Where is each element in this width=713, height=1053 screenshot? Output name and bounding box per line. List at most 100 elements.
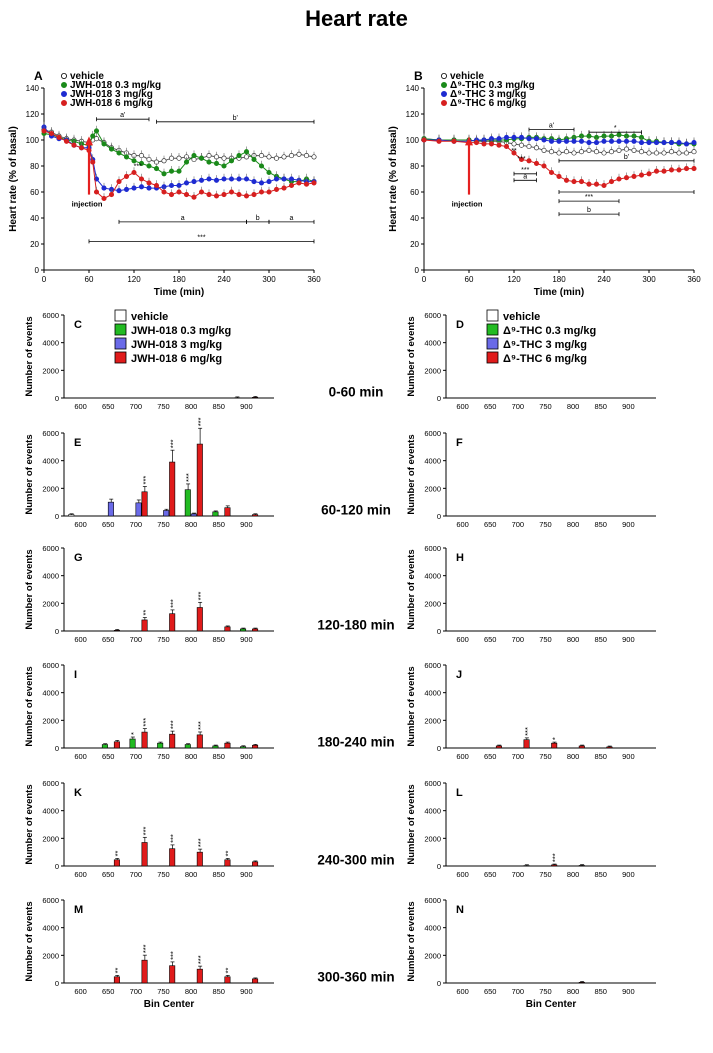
data-point	[623, 146, 630, 152]
x-tick-label: 800	[567, 987, 580, 996]
x-tick-label: 850	[594, 870, 607, 879]
data-point	[191, 179, 197, 185]
y-tick-label: 4000	[42, 924, 59, 933]
significance-label: ***	[196, 838, 205, 847]
bar	[196, 607, 203, 632]
x-tick-label: 700	[130, 752, 143, 761]
data-point	[661, 168, 667, 174]
bracket-label: ***	[521, 167, 529, 174]
data-point	[518, 142, 525, 148]
panel-letter: E	[74, 437, 81, 449]
x-tick-label: 700	[512, 987, 525, 996]
y-tick-label: 4000	[42, 807, 59, 816]
legend-label: JWH-018 0.3 mg/kg	[70, 80, 161, 91]
bar	[212, 745, 219, 749]
panel-letter: F	[456, 437, 463, 449]
bar	[157, 742, 164, 749]
x-tick-label: 600	[74, 752, 87, 761]
x-tick-label: 650	[484, 635, 497, 644]
data-point	[146, 185, 152, 191]
x-tick-label: 180	[552, 275, 566, 284]
significance-label: **	[141, 610, 150, 616]
bar	[252, 978, 259, 984]
y-tick-label: 140	[26, 84, 40, 93]
line-panel-A: 0 20 40 60 80 100 120 140 0 60 120 180 240 300 360 Time…	[8, 69, 321, 298]
bracket-label: *	[614, 125, 617, 132]
data-point	[541, 163, 547, 169]
data-point	[511, 150, 517, 156]
x-tick-label: 900	[240, 987, 253, 996]
data-point	[668, 140, 675, 146]
legend-swatch	[114, 309, 127, 322]
data-point	[161, 158, 167, 164]
panel-letter: A	[34, 69, 43, 83]
data-point	[116, 188, 122, 194]
data-point	[138, 153, 145, 159]
data-point	[683, 141, 690, 147]
data-point	[41, 128, 47, 134]
x-axis-title: Time (min)	[534, 287, 584, 298]
x-tick-label: 850	[212, 635, 225, 644]
data-point	[548, 169, 555, 176]
x-tick-label: 700	[130, 635, 143, 644]
legend-label: JWH-018 6 mg/kg	[70, 98, 153, 109]
x-tick-label: 650	[484, 520, 497, 529]
significance-label: ***	[168, 720, 177, 729]
y-tick-label: 6000	[424, 661, 441, 670]
data-point	[78, 145, 85, 151]
data-point	[303, 181, 310, 187]
time-period-label: 0-60 min	[329, 385, 384, 400]
x-tick-label: 800	[567, 870, 580, 879]
bar-panel-I: 0 2000 4000 6000 600 650 700 750 800 850 900 Number…	[24, 661, 274, 761]
data-point	[213, 177, 220, 183]
data-point	[646, 171, 652, 177]
data-point	[273, 176, 280, 182]
data-point	[191, 153, 197, 159]
legend-label: vehicle	[131, 311, 168, 323]
data-point	[153, 166, 160, 172]
data-point	[683, 150, 690, 156]
data-point	[653, 150, 660, 156]
y-tick-label: 0	[415, 266, 420, 275]
bar-legend-right: vehicle Δ⁹-THC 0.3 mg/kg Δ⁹-THC 3 mg/kg Δ⁹-…	[486, 309, 596, 365]
data-point	[556, 138, 562, 144]
bar	[240, 628, 247, 632]
significance-label: ***	[168, 599, 177, 608]
bar	[184, 744, 191, 749]
data-point	[608, 138, 615, 144]
data-point	[236, 176, 242, 182]
data-point	[90, 133, 96, 139]
data-point	[638, 172, 645, 178]
y-tick-label: 2000	[424, 599, 441, 608]
bar	[163, 510, 170, 517]
y-tick-label: 6000	[424, 779, 441, 788]
data-point	[288, 153, 295, 159]
data-point	[206, 176, 212, 182]
data-point	[168, 168, 175, 174]
y-axis-title: Number of events	[406, 784, 417, 864]
x-tick-label: 900	[622, 402, 635, 411]
injection-label: injection	[452, 200, 483, 209]
y-tick-label: 60	[410, 188, 419, 197]
bar	[141, 959, 148, 984]
x-tick-label: 850	[594, 402, 607, 411]
time-period-label: 180-240 min	[317, 735, 394, 750]
x-tick-label: 750	[539, 987, 552, 996]
y-tick-label: 2000	[424, 716, 441, 725]
x-tick-label: 600	[456, 870, 469, 879]
x-tick-label: 240	[217, 275, 231, 284]
y-axis-title: Heart rate (% of basal)	[388, 126, 399, 232]
x-tick-label: 600	[456, 520, 469, 529]
bar	[196, 734, 203, 749]
data-point	[296, 151, 302, 157]
x-tick-label: 900	[622, 870, 635, 879]
data-point	[676, 140, 682, 146]
bar-panel-D: 0 2000 4000 6000 600 650 700 750 800 850 900 Number…	[406, 311, 656, 411]
data-point	[511, 141, 517, 147]
y-tick-label: 0	[55, 394, 59, 403]
bar	[196, 443, 203, 517]
y-tick-label: 6000	[42, 779, 59, 788]
bar	[224, 742, 231, 749]
x-tick-label: 700	[512, 635, 525, 644]
bar	[169, 848, 176, 867]
